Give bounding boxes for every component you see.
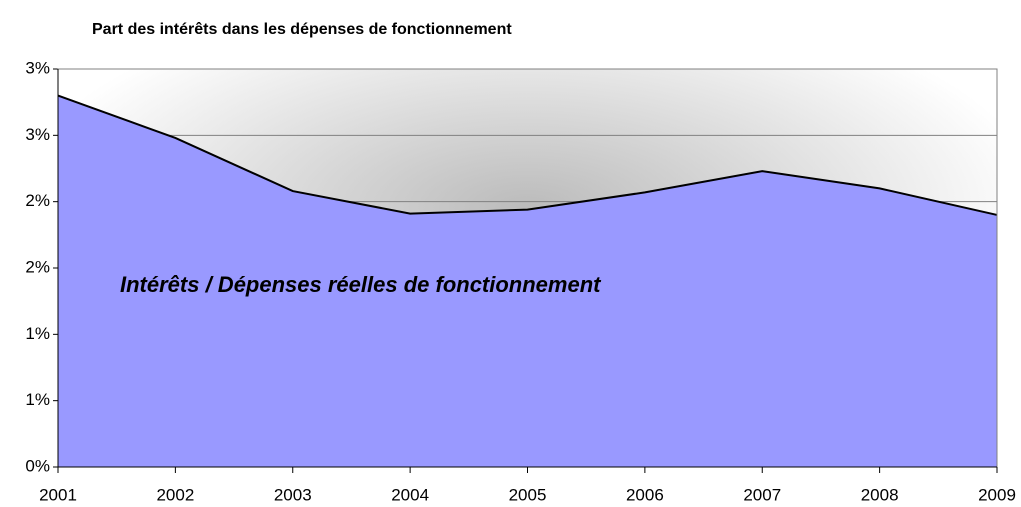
x-tick-label: 2007 [743, 485, 781, 504]
y-tick-label: 3% [25, 125, 50, 144]
x-tick-label: 2004 [391, 485, 429, 504]
y-tick-label: 1% [25, 324, 50, 343]
area [58, 95, 997, 468]
y-tick-label: 3% [25, 58, 50, 77]
chart-title: Part des intérêts dans les dépenses de f… [92, 21, 512, 38]
x-tick-label: 2005 [509, 485, 547, 504]
y-tick-label: 1% [25, 390, 50, 409]
y-tick-label: 2% [25, 257, 50, 276]
x-tick-label: 2006 [626, 485, 664, 504]
x-tick-label: 2008 [861, 485, 899, 504]
x-tick-label: 2003 [274, 485, 312, 504]
x-tick-label: 2009 [978, 485, 1016, 504]
x-tick-label: 2002 [156, 485, 194, 504]
x-tick-label: 2001 [39, 485, 77, 504]
series-label: Intérêts / Dépenses réelles de fonctionn… [120, 272, 602, 297]
line [57, 94, 998, 216]
y-tick-label: 2% [25, 191, 50, 210]
y-tick-label: 0% [25, 456, 50, 475]
